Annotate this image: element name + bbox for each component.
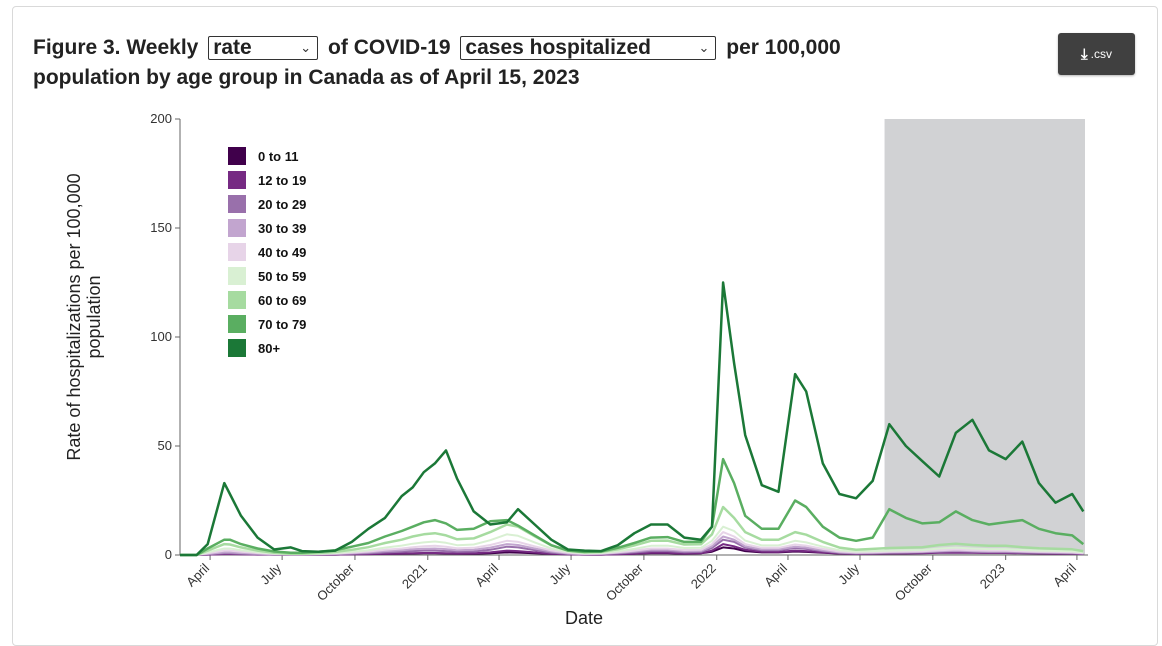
title-middle: of COVID-19: [328, 36, 451, 60]
legend-swatch: [228, 147, 246, 165]
y-tick-label: 200: [150, 111, 172, 126]
chevron-down-icon: ⌄: [300, 40, 312, 56]
legend-swatch: [228, 195, 246, 213]
figure-title: Figure 3. Weekly rate ⌄ of COVID-19 case…: [33, 36, 1033, 61]
legend-swatch: [228, 171, 246, 189]
x-tick-label: April: [472, 560, 501, 589]
legend-swatch: [228, 267, 246, 285]
download-icon: ⤓: [1081, 45, 1088, 63]
x-axis-title: Date: [565, 608, 603, 624]
legend-label: 30 to 39: [258, 221, 306, 236]
title-prefix: Figure 3. Weekly: [33, 36, 199, 60]
legend-swatch: [228, 219, 246, 237]
y-tick-label: 150: [150, 220, 172, 235]
x-tick-label: July: [257, 560, 284, 587]
y-axis-title-line1: Rate of hospitalizations per 100,000: [64, 173, 84, 460]
legend-swatch: [228, 339, 246, 357]
measure-select-value: cases hospitalized: [465, 36, 651, 60]
legend-label: 80+: [258, 341, 280, 356]
legend-label: 20 to 29: [258, 197, 306, 212]
download-label: .csv: [1090, 47, 1112, 61]
x-tick-label: 2023: [977, 561, 1008, 592]
chevron-down-icon: ⌄: [698, 40, 710, 56]
series-line-60-to-69: [180, 505, 1084, 557]
legend-swatch: [228, 243, 246, 261]
x-tick-label: October: [314, 560, 358, 604]
title-suffix: per 100,000: [726, 36, 841, 60]
y-axis-title: Rate of hospitalizations per 100,000popu…: [64, 173, 104, 460]
y-tick-label: 0: [165, 547, 172, 562]
legend-label: 70 to 79: [258, 317, 306, 332]
legend-swatch: [228, 291, 246, 309]
legend-swatch: [228, 315, 246, 333]
y-tick-label: 50: [158, 438, 172, 453]
y-tick-label: 100: [150, 329, 172, 344]
figure-title-line2: population by age group in Canada as of …: [33, 66, 580, 89]
line-chart: 0 50 100 150 200 April July October 2021 April Jul…: [64, 111, 1088, 624]
x-tick-label: July: [546, 560, 573, 587]
x-tick-label: October: [892, 560, 936, 604]
rate-select[interactable]: rate ⌄: [208, 36, 319, 61]
rate-select-value: rate: [213, 36, 252, 60]
shaded-region: [884, 119, 1085, 555]
x-tick-label: 2021: [399, 561, 430, 592]
x-tick-label: July: [835, 560, 862, 587]
legend-label: 60 to 69: [258, 293, 306, 308]
x-tick-label: April: [1050, 560, 1079, 589]
download-csv-button[interactable]: ⤓ .csv: [1058, 33, 1135, 75]
measure-select[interactable]: cases hospitalized ⌄: [460, 36, 717, 61]
legend-label: 50 to 59: [258, 269, 306, 284]
series-line-80plus: [180, 281, 1085, 557]
legend-label: 0 to 11: [258, 149, 298, 164]
legend-label: 40 to 49: [258, 245, 306, 260]
x-tick-label: April: [183, 560, 212, 589]
x-tick-label: April: [761, 560, 790, 589]
legend-label: 12 to 19: [258, 173, 306, 188]
x-tick-label: 2022: [688, 561, 719, 592]
y-axis-title-line2: population: [84, 275, 104, 358]
x-tick-label: October: [603, 560, 647, 604]
